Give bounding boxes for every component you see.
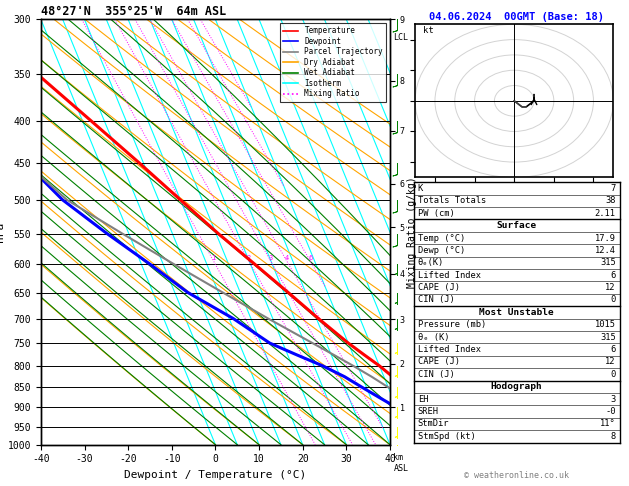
Text: 2: 2 [247, 255, 251, 261]
Text: Lifted Index: Lifted Index [418, 271, 481, 280]
Text: 6: 6 [611, 345, 616, 354]
Text: kt: kt [423, 26, 434, 35]
Y-axis label: hPa: hPa [0, 222, 5, 242]
Text: 315: 315 [600, 258, 616, 267]
Text: 1: 1 [211, 255, 216, 261]
Text: StmSpd (kt): StmSpd (kt) [418, 432, 476, 441]
Text: Dewp (°C): Dewp (°C) [418, 246, 465, 255]
Text: 4: 4 [285, 255, 289, 261]
Text: 12.4: 12.4 [595, 246, 616, 255]
Text: 1015: 1015 [595, 320, 616, 330]
Text: Pressure (mb): Pressure (mb) [418, 320, 486, 330]
Text: 12: 12 [605, 283, 616, 292]
X-axis label: Dewpoint / Temperature (°C): Dewpoint / Temperature (°C) [125, 470, 306, 480]
Text: 7: 7 [611, 184, 616, 193]
Text: CAPE (J): CAPE (J) [418, 357, 460, 366]
Text: Totals Totals: Totals Totals [418, 196, 486, 206]
Text: CIN (J): CIN (J) [418, 370, 454, 379]
Text: θₑ(K): θₑ(K) [418, 258, 444, 267]
Text: 12: 12 [605, 357, 616, 366]
Text: Temp (°C): Temp (°C) [418, 233, 465, 243]
Text: Lifted Index: Lifted Index [418, 345, 481, 354]
Text: km
ASL: km ASL [394, 453, 408, 472]
Text: Most Unstable: Most Unstable [479, 308, 554, 317]
Text: K: K [418, 184, 423, 193]
Text: SREH: SREH [418, 407, 438, 416]
Text: 11°: 11° [600, 419, 616, 429]
Text: 04.06.2024  00GMT (Base: 18): 04.06.2024 00GMT (Base: 18) [429, 12, 604, 22]
Text: 48°27'N  355°25'W  64m ASL: 48°27'N 355°25'W 64m ASL [41, 5, 226, 18]
Text: 3: 3 [269, 255, 273, 261]
Text: 315: 315 [600, 332, 616, 342]
Text: 6: 6 [611, 271, 616, 280]
Text: LCL: LCL [394, 33, 408, 42]
Legend: Temperature, Dewpoint, Parcel Trajectory, Dry Adiabat, Wet Adiabat, Isotherm, Mi: Temperature, Dewpoint, Parcel Trajectory… [280, 23, 386, 102]
Text: 17.9: 17.9 [595, 233, 616, 243]
Text: 2.11: 2.11 [595, 208, 616, 218]
Text: CAPE (J): CAPE (J) [418, 283, 460, 292]
Text: 0: 0 [611, 370, 616, 379]
Y-axis label: Mixing Ratio (g/kg): Mixing Ratio (g/kg) [408, 176, 418, 288]
Text: -0: -0 [605, 407, 616, 416]
Text: © weatheronline.co.uk: © weatheronline.co.uk [464, 471, 569, 480]
Text: θₑ (K): θₑ (K) [418, 332, 449, 342]
Text: Hodograph: Hodograph [491, 382, 543, 391]
Text: Surface: Surface [497, 221, 537, 230]
Text: PW (cm): PW (cm) [418, 208, 454, 218]
Text: 8: 8 [611, 432, 616, 441]
Text: EH: EH [418, 395, 428, 404]
Text: 3: 3 [611, 395, 616, 404]
Text: 38: 38 [605, 196, 616, 206]
Text: StmDir: StmDir [418, 419, 449, 429]
Text: CIN (J): CIN (J) [418, 295, 454, 305]
Text: 0: 0 [611, 295, 616, 305]
Text: 6: 6 [308, 255, 313, 261]
